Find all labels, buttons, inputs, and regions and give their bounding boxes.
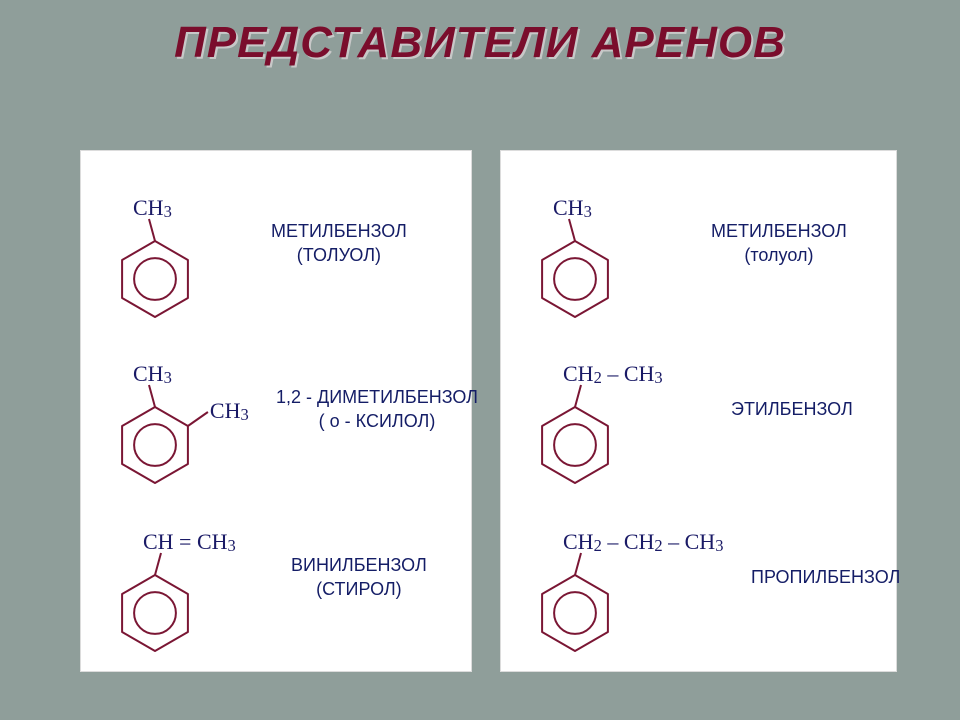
molecule-ethylbenzene: CH2 – CH3 bbox=[531, 329, 701, 489]
compound-name-line1: МЕТИЛБЕНЗОЛ bbox=[711, 219, 847, 243]
compound-name-line2: (толуол) bbox=[711, 243, 847, 267]
substituent-top: CH2 – CH3 bbox=[563, 361, 663, 387]
compound-name-line1: ЭТИЛБЕНЗОЛ bbox=[731, 397, 853, 421]
molecule-toluene-l: CH3 bbox=[111, 163, 231, 323]
benzene-ring-icon bbox=[531, 329, 701, 489]
slide-title: ПРЕДСТАВИТЕЛИ АРЕНОВ bbox=[0, 18, 960, 68]
molecule-toluene-r: CH3 bbox=[531, 163, 651, 323]
substituent-top: CH3 bbox=[553, 195, 592, 221]
compound-row: CH2 – CH2 – CH3ПРОПИЛБЕНЗОЛ bbox=[531, 497, 896, 657]
compound-row: CH3 МЕТИЛБЕНЗОЛ(ТОЛУОЛ) bbox=[111, 163, 471, 323]
substituent-top: CH2 – CH2 – CH3 bbox=[563, 529, 723, 555]
molecule-o-xylene: CH3 CH3 bbox=[111, 329, 271, 489]
compound-name: ЭТИЛБЕНЗОЛ bbox=[731, 397, 853, 421]
compound-row: CH = CH3 ВИНИЛБЕНЗОЛ(СТИРОЛ) bbox=[111, 497, 471, 657]
compound-name-line1: ВИНИЛБЕНЗОЛ bbox=[291, 553, 427, 577]
compound-name: МЕТИЛБЕНЗОЛ(ТОЛУОЛ) bbox=[271, 219, 407, 268]
benzene-ring-icon bbox=[531, 497, 741, 657]
compound-row: CH3 МЕТИЛБЕНЗОЛ(толуол) bbox=[531, 163, 896, 323]
benzene-ring-icon bbox=[531, 163, 651, 323]
compound-name-line1: МЕТИЛБЕНЗОЛ bbox=[271, 219, 407, 243]
compound-name-line1: ПРОПИЛБЕНЗОЛ bbox=[751, 565, 900, 589]
compound-row: CH3CH31,2 - ДИМЕТИЛБЕНЗОЛ( о - КСИЛОЛ) bbox=[111, 329, 471, 489]
benzene-ring-icon bbox=[111, 163, 231, 323]
compound-name: ВИНИЛБЕНЗОЛ(СТИРОЛ) bbox=[291, 553, 427, 602]
compound-row: CH2 – CH3 ЭТИЛБЕНЗОЛ bbox=[531, 329, 896, 489]
molecule-propylbenzene: CH2 – CH2 – CH3 bbox=[531, 497, 741, 657]
compound-name-line2: (ТОЛУОЛ) bbox=[271, 243, 407, 267]
panel-right: CH3 МЕТИЛБЕНЗОЛ(толуол) CH2 – CH3 ЭТИЛБЕНЗ… bbox=[500, 150, 897, 672]
benzene-ring-icon bbox=[111, 497, 261, 657]
compound-name-line1: 1,2 - ДИМЕТИЛБЕНЗОЛ bbox=[276, 385, 478, 409]
slide: ПРЕДСТАВИТЕЛИ АРЕНОВ CH3МЕТИЛБЕНЗОЛ(ТОЛУ… bbox=[0, 0, 960, 720]
panel-left: CH3МЕТИЛБЕНЗОЛ(ТОЛУОЛ) CH3CH31,2 - ДИМЕТ… bbox=[80, 150, 472, 672]
substituent-ortho: CH3 bbox=[210, 398, 249, 424]
compound-name: ПРОПИЛБЕНЗОЛ bbox=[751, 565, 900, 589]
compound-name: МЕТИЛБЕНЗОЛ(толуол) bbox=[711, 219, 847, 268]
compound-name-line2: (СТИРОЛ) bbox=[291, 577, 427, 601]
substituent-top: CH = CH3 bbox=[143, 529, 236, 555]
compound-name-line2: ( о - КСИЛОЛ) bbox=[276, 409, 478, 433]
molecule-styrene: CH = CH3 bbox=[111, 497, 261, 657]
compound-name: 1,2 - ДИМЕТИЛБЕНЗОЛ( о - КСИЛОЛ) bbox=[276, 385, 478, 434]
substituent-top: CH3 bbox=[133, 195, 172, 221]
substituent-top: CH3 bbox=[133, 361, 172, 387]
